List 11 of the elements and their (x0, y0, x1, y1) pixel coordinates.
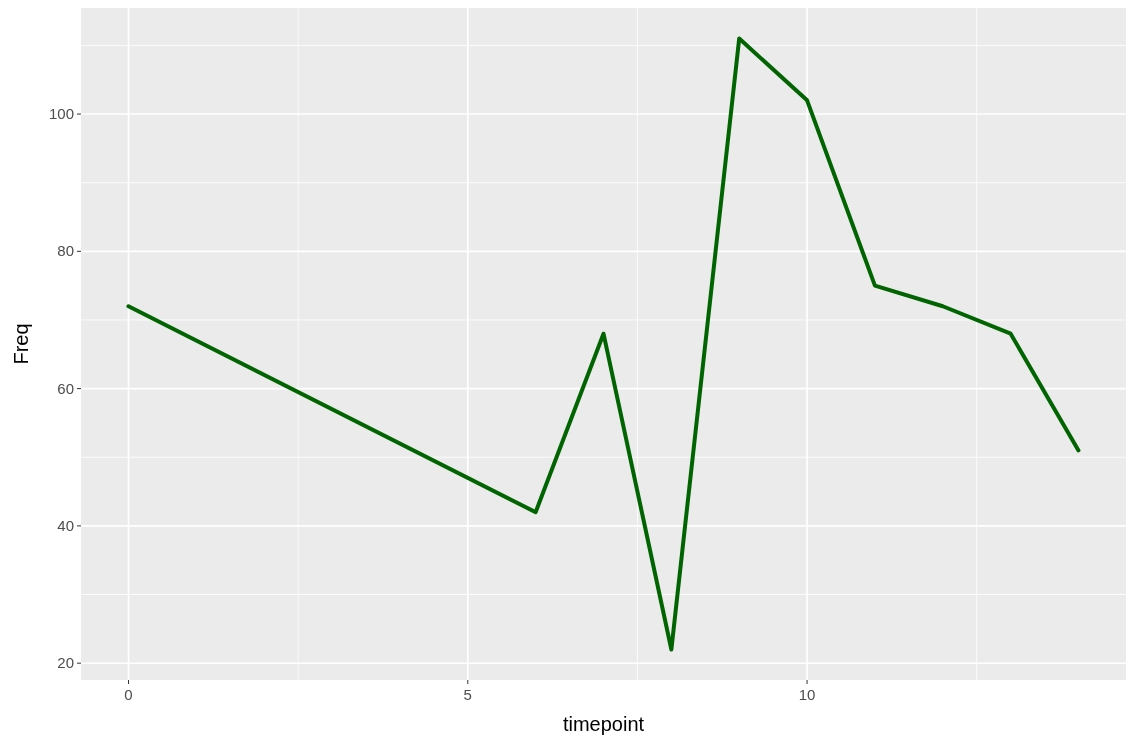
y-axis-title: Freq (10, 323, 32, 365)
x-tick-label: 5 (463, 686, 472, 703)
y-tick-label: 100 (48, 105, 74, 123)
x-axis-title: timepoint (562, 713, 645, 735)
y-tick-label: 60 (57, 379, 74, 397)
y-tick-label: 80 (57, 242, 74, 260)
y-tick-label: 20 (57, 654, 74, 672)
x-tick-label: 10 (798, 686, 816, 703)
line-series (126, 36, 1081, 652)
x-tick-label: 0 (124, 686, 133, 703)
y-tick-label: 40 (57, 516, 74, 534)
